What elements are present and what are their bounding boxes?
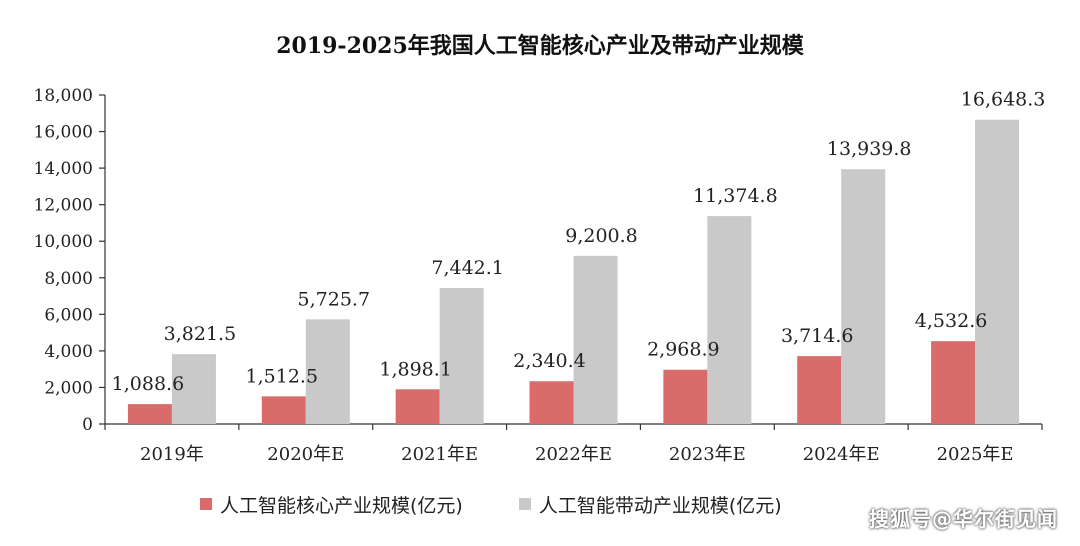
- bar-driven: [975, 119, 1020, 425]
- bar-driven: [305, 319, 350, 424]
- bar-core: [127, 404, 172, 424]
- bar-core: [395, 389, 440, 424]
- bar-driven: [171, 354, 216, 424]
- data-label-driven: 11,374.8: [693, 185, 778, 207]
- data-labels: 1,088.6 3,821.5 1,512.5 5,725.7 1,898.1 7,442…: [112, 89, 1046, 395]
- data-label-core: 1,898.1: [379, 358, 452, 380]
- legend-label-core: 人工智能核心产业规模(亿元): [220, 494, 463, 517]
- x-tick-label: 2025年E: [937, 444, 1014, 465]
- x-tick-label: 2019年: [140, 444, 204, 465]
- y-tick-label: 0: [82, 415, 93, 435]
- legend-swatch-core: [200, 498, 212, 510]
- y-tick-label: 14,000: [34, 159, 93, 179]
- bar-driven: [707, 216, 752, 424]
- legend-swatch-driven: [518, 498, 531, 510]
- y-axis: 0 2,000 4,000 6,000 8,000 10,000 12,000 14,000 1…: [34, 86, 106, 435]
- data-label-core: 4,532.6: [915, 310, 988, 332]
- bar-core: [261, 396, 306, 424]
- bar-driven: [573, 255, 618, 424]
- x-tick-label: 2020年E: [267, 444, 344, 465]
- y-tick-label: 12,000: [34, 196, 93, 216]
- legend-item-core: 人工智能核心产业规模(亿元): [200, 491, 463, 518]
- bar-core: [797, 356, 842, 424]
- legend-item-driven: 人工智能带动产业规模(亿元): [518, 491, 782, 518]
- bar-driven: [439, 287, 484, 424]
- x-tick-label: 2023年E: [669, 444, 746, 465]
- data-label-driven: 13,939.8: [827, 138, 912, 160]
- legend: 人工智能核心产业规模(亿元) 人工智能带动产业规模(亿元): [200, 489, 838, 519]
- bar-core: [931, 341, 976, 424]
- bars: [127, 119, 1020, 425]
- bar-core: [663, 369, 708, 424]
- data-label-driven: 5,725.7: [298, 288, 371, 310]
- data-label-core: 3,714.6: [781, 325, 854, 347]
- data-label-core: 1,512.5: [246, 365, 319, 387]
- watermark-text: 搜狐号@华尔街见闻: [869, 507, 1058, 531]
- bar-core: [529, 381, 574, 424]
- legend-label-driven: 人工智能带动产业规模(亿元): [538, 494, 782, 517]
- y-tick-label: 16,000: [34, 123, 93, 143]
- data-label-core: 1,088.6: [112, 373, 185, 395]
- bar-driven: [841, 169, 886, 424]
- data-label-driven: 7,442.1: [431, 257, 504, 279]
- data-label-driven: 3,821.5: [164, 323, 237, 345]
- x-tick-label: 2022年E: [535, 444, 612, 465]
- y-tick-label: 10,000: [34, 232, 93, 252]
- y-tick-label: 6,000: [44, 305, 93, 325]
- x-axis: 2019年 2020年E 2021年E 2022年E 2023年E 2024年E 2025年…: [104, 423, 1043, 465]
- x-tick-label: 2021年E: [401, 444, 478, 465]
- x-tick-label: 2024年E: [803, 444, 880, 465]
- y-tick-label: 4,000: [44, 342, 93, 362]
- y-tick-label: 8,000: [44, 269, 93, 289]
- data-label-core: 2,968.9: [647, 339, 720, 361]
- y-tick-label: 18,000: [34, 86, 93, 106]
- data-label-driven: 16,648.3: [961, 89, 1046, 111]
- chart-title: 2019-2025年我国人工智能核心产业及带动产业规模: [276, 33, 804, 59]
- data-label-driven: 9,200.8: [565, 225, 638, 247]
- data-label-core: 2,340.4: [513, 350, 586, 372]
- y-tick-label: 2,000: [44, 378, 93, 398]
